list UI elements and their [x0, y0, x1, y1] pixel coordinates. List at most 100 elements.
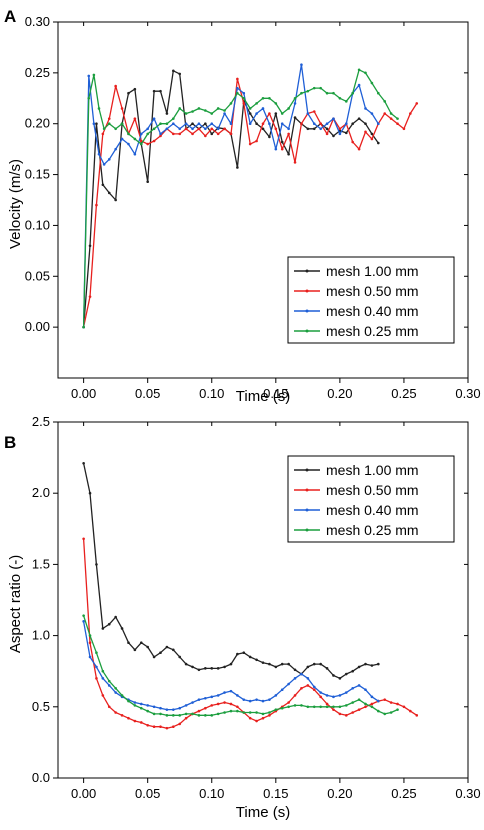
data-point [344, 704, 348, 707]
data-point [351, 701, 354, 704]
data-point [280, 688, 284, 692]
data-point [261, 107, 265, 110]
data-point [338, 712, 342, 716]
data-point [325, 127, 329, 131]
data-point [293, 102, 297, 105]
data-point [415, 714, 419, 717]
data-point [268, 135, 271, 139]
y-tick-label: 1.5 [32, 556, 50, 571]
data-point [95, 651, 98, 654]
data-point [344, 122, 348, 126]
data-point [172, 725, 175, 729]
data-point [107, 622, 111, 626]
data-point [351, 686, 354, 690]
data-point [107, 705, 111, 709]
data-point [165, 127, 169, 131]
plot-frame [57, 421, 469, 779]
data-point [88, 244, 92, 248]
data-point [377, 662, 380, 666]
data-point [210, 667, 214, 670]
data-point [261, 127, 265, 131]
data-point [107, 117, 111, 120]
data-point [223, 109, 226, 112]
data-point [242, 711, 246, 714]
data-point [287, 152, 290, 156]
data-point [409, 709, 412, 713]
data-point [293, 677, 297, 680]
data-point [139, 721, 143, 724]
legend-marker [305, 309, 309, 313]
data-point [95, 563, 98, 566]
legend-marker [305, 329, 309, 333]
data-point [364, 122, 367, 126]
data-point [300, 672, 303, 676]
data-point [204, 109, 207, 112]
data-point [107, 191, 111, 195]
data-point [120, 694, 124, 697]
x-tick-label: 0.00 [71, 786, 96, 801]
data-point [274, 127, 278, 131]
data-point [107, 679, 111, 683]
data-point [242, 651, 246, 654]
data-point [114, 127, 117, 131]
data-point [146, 127, 149, 131]
data-point [165, 112, 169, 115]
data-point [280, 140, 284, 144]
data-point [210, 132, 214, 136]
data-point [216, 712, 220, 716]
x-tick-label: 0.00 [71, 386, 96, 401]
data-point [139, 706, 143, 710]
data-point [344, 100, 348, 103]
y-tick-label: 1.0 [32, 628, 50, 643]
data-point [248, 699, 252, 703]
data-point [165, 714, 169, 717]
data-point [370, 81, 374, 85]
legend-label: mesh 1.00 mm [326, 462, 419, 478]
data-point [95, 203, 98, 207]
data-point [107, 122, 111, 126]
data-point [97, 152, 101, 156]
data-point [82, 325, 85, 329]
data-point [261, 661, 265, 664]
data-point [146, 704, 149, 707]
data-point [287, 127, 290, 131]
data-point [87, 96, 91, 100]
data-point [248, 122, 252, 126]
data-point [146, 180, 149, 183]
data-point [287, 682, 290, 686]
data-point [204, 696, 207, 700]
data-point [274, 694, 278, 697]
data-point [242, 102, 246, 105]
data-point [357, 68, 361, 72]
data-point [274, 147, 278, 151]
y-tick-label: 0.0 [32, 770, 50, 785]
data-point [102, 163, 106, 166]
data-point [357, 665, 361, 669]
data-point [396, 708, 399, 711]
data-point [306, 112, 310, 115]
data-point [107, 158, 111, 161]
legend-label: mesh 0.40 mm [326, 303, 419, 319]
data-point [377, 141, 380, 145]
data-point [223, 112, 226, 115]
data-point [306, 665, 310, 669]
data-point [114, 198, 117, 202]
data-point [139, 702, 143, 706]
data-point [325, 91, 329, 95]
series-line [82, 64, 379, 328]
data-point [92, 73, 96, 77]
data-point [152, 705, 156, 709]
x-tick-label: 0.30 [455, 786, 480, 801]
data-point [236, 705, 239, 709]
data-point [268, 698, 271, 701]
data-point [344, 691, 348, 694]
data-point [325, 702, 329, 706]
data-point [319, 705, 322, 709]
data-point [351, 91, 354, 95]
data-point [139, 142, 143, 146]
data-point [114, 147, 117, 151]
panel-label: B [4, 433, 16, 452]
data-point [396, 702, 399, 706]
data-point [133, 704, 137, 707]
data-point [338, 96, 342, 100]
